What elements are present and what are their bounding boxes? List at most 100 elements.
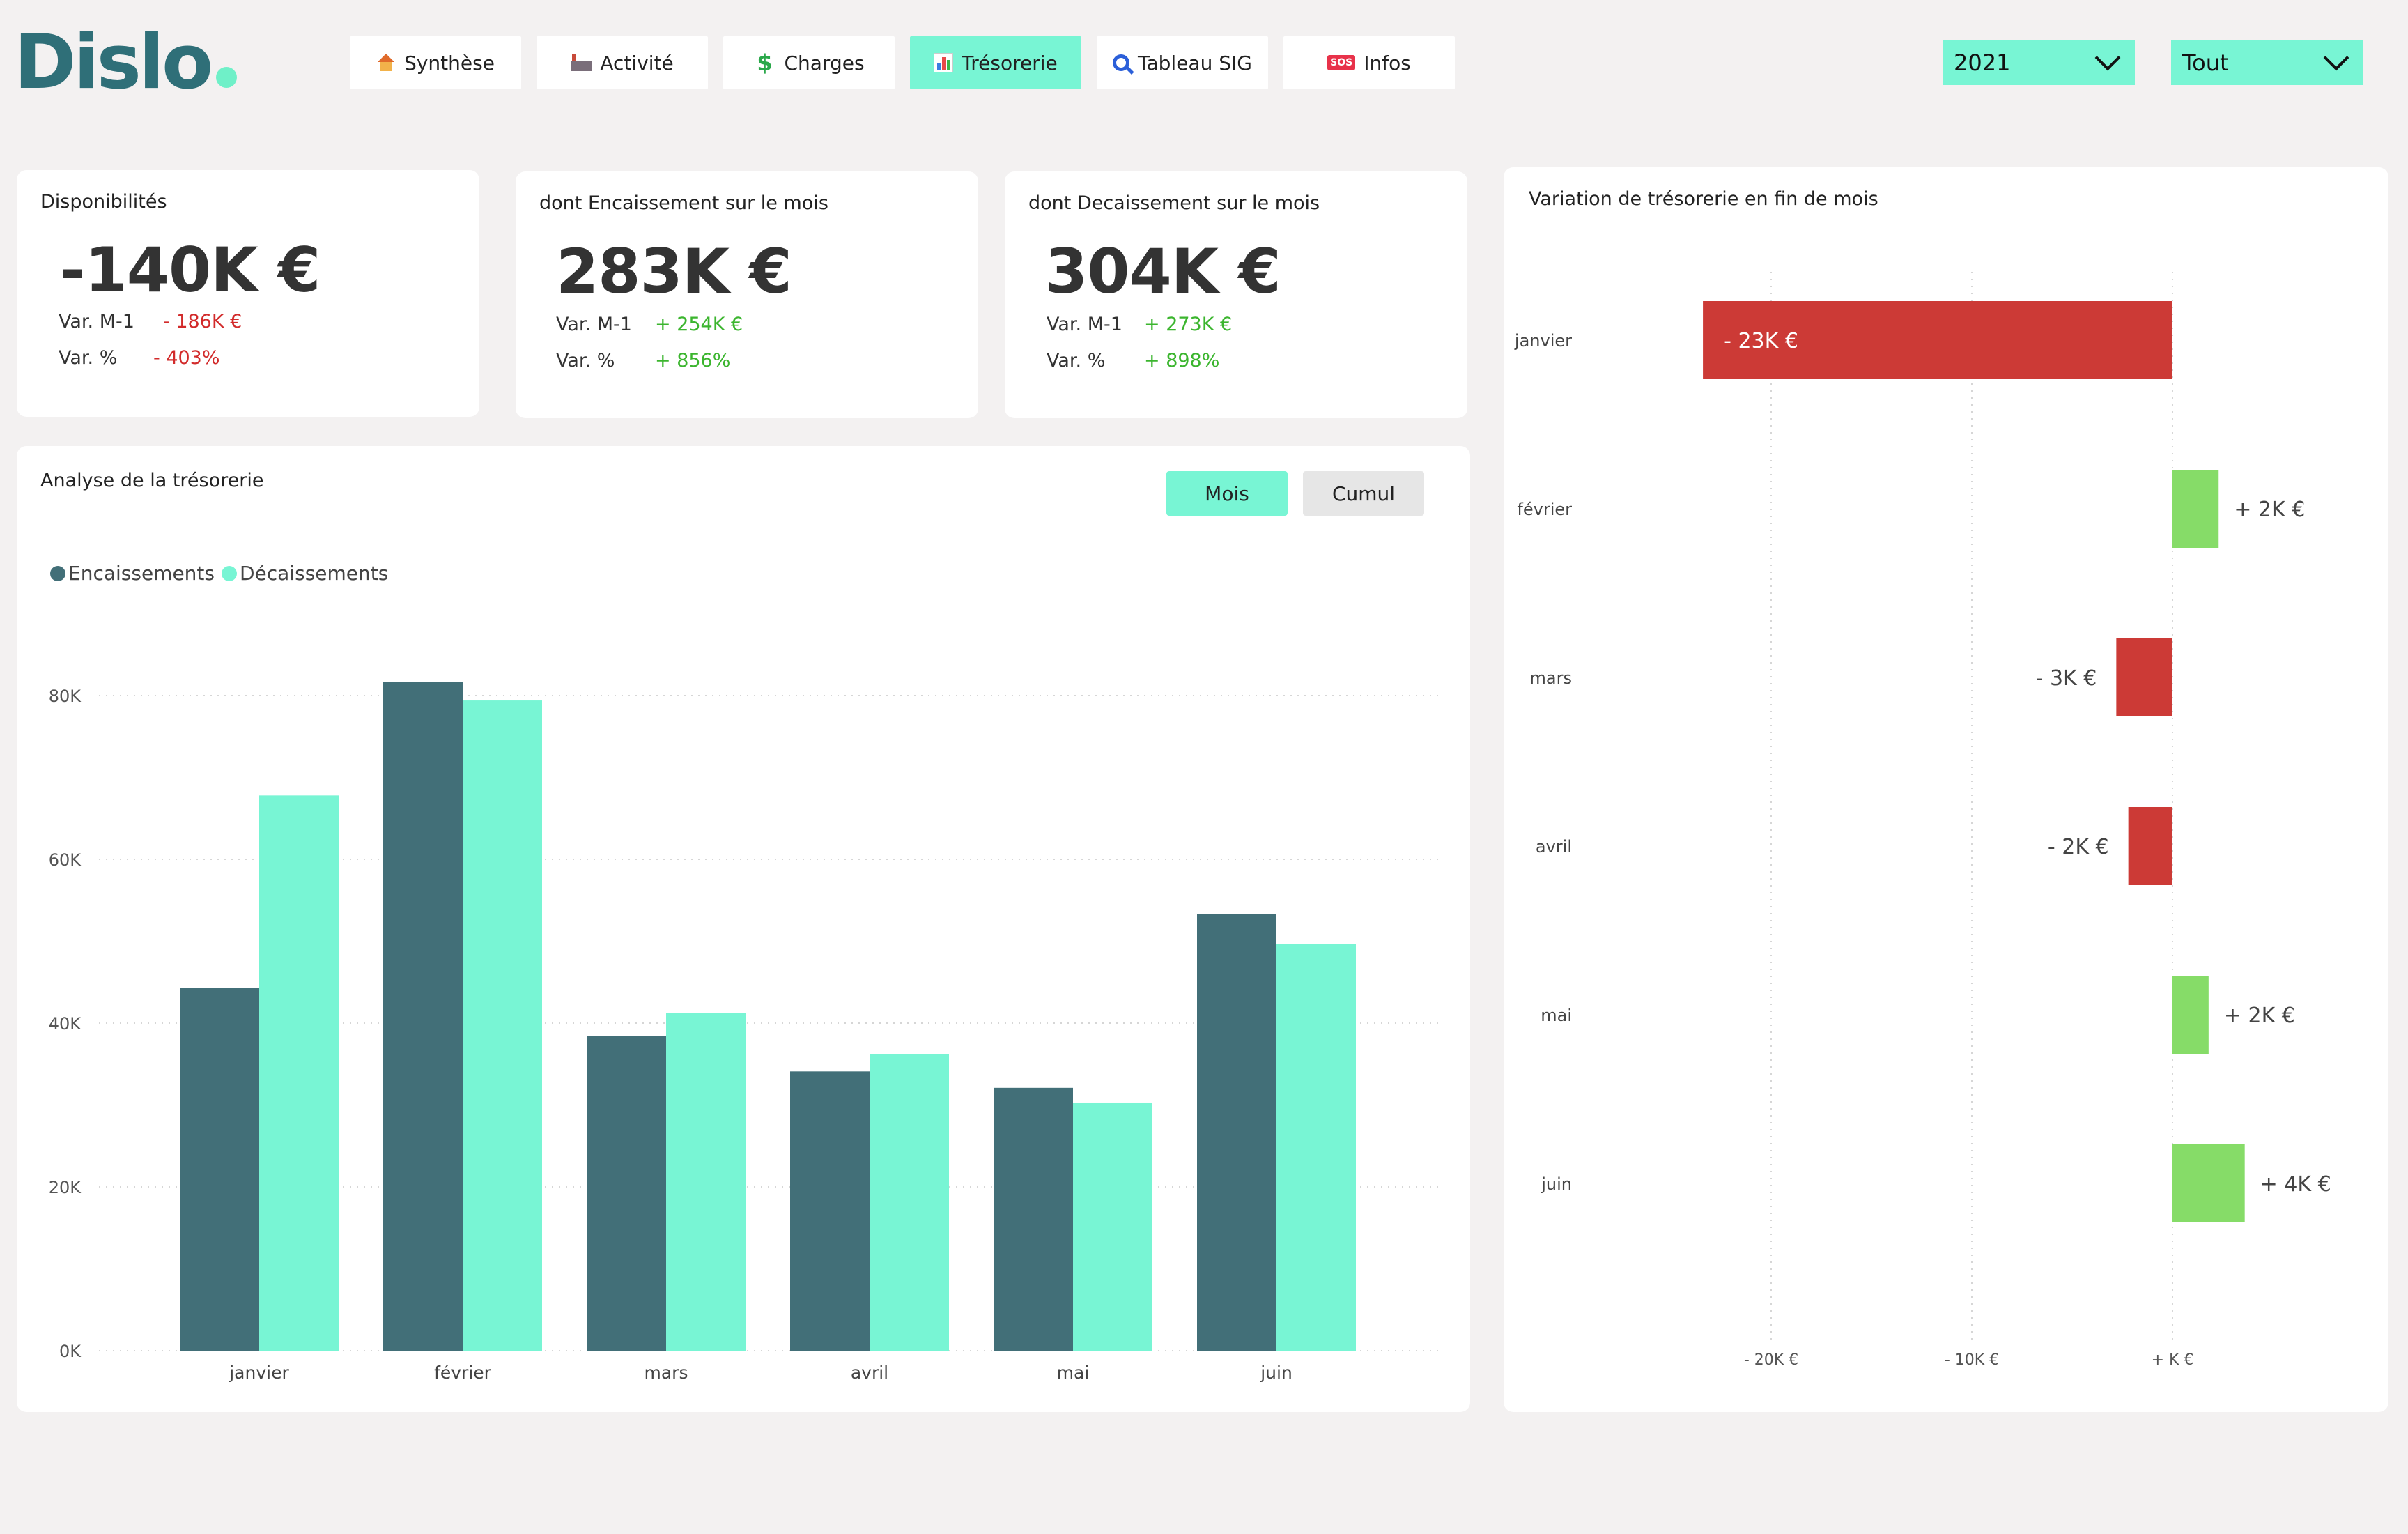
y-tick-label: 80K bbox=[49, 687, 82, 706]
logo-dot-icon bbox=[216, 67, 238, 88]
variation-bar[interactable] bbox=[2172, 1144, 2245, 1222]
house-icon bbox=[376, 54, 396, 72]
cash-analysis-chart: 0K 20K 40K 60K 80K janvier février mars avril mai… bbox=[49, 682, 1442, 1383]
variation-title: Variation de trésorerie en fin de mois bbox=[1529, 188, 1878, 210]
tab-activite-label: Activité bbox=[600, 51, 674, 75]
bar-encaissements[interactable] bbox=[180, 988, 259, 1351]
kpi-var-pct-label: Var. % bbox=[1047, 350, 1106, 371]
bar-encaissements[interactable] bbox=[587, 1036, 666, 1351]
y-tick-label: avril bbox=[1536, 837, 1572, 857]
analysis-legend: Encaissements Décaissements bbox=[50, 562, 388, 585]
bar-encaissements[interactable] bbox=[994, 1087, 1073, 1351]
data-label: + 4K € bbox=[2260, 1172, 2331, 1197]
bar-encaissements[interactable] bbox=[1197, 914, 1276, 1351]
x-tick-label: mars bbox=[645, 1363, 688, 1383]
y-tick-label: 60K bbox=[49, 850, 82, 870]
tab-synthese-label: Synthèse bbox=[404, 51, 495, 75]
kpi-var-pct-value: - 403% bbox=[153, 347, 220, 369]
y-tick-label: 40K bbox=[49, 1014, 82, 1034]
tab-synthese[interactable]: Synthèse bbox=[350, 36, 521, 89]
kpi-card-encaissement: dont Encaissement sur le mois 283K € Var… bbox=[516, 171, 978, 418]
legend-label-decaissements: Décaissements bbox=[240, 562, 389, 585]
kpi-var-m1-value: + 254K € bbox=[655, 314, 743, 335]
kpi-var-pct-label: Var. % bbox=[59, 347, 118, 369]
factory-icon bbox=[571, 54, 592, 71]
legend-dot-encaissements bbox=[50, 565, 65, 581]
bar-encaissements[interactable] bbox=[383, 682, 463, 1351]
toggle-mois-button[interactable]: Mois bbox=[1166, 471, 1288, 516]
logo-text: Dislo bbox=[14, 19, 213, 106]
bar-decaissements[interactable] bbox=[259, 795, 339, 1351]
tab-charges-label: Charges bbox=[784, 51, 865, 75]
x-tick-label: avril bbox=[851, 1363, 888, 1383]
data-label: - 23K € bbox=[1724, 329, 1798, 353]
x-tick-label: mai bbox=[1057, 1363, 1090, 1383]
chevron-down-icon bbox=[2323, 45, 2349, 71]
variation-bar[interactable] bbox=[2172, 470, 2219, 548]
bar-decaissements[interactable] bbox=[666, 1013, 746, 1351]
tab-charges[interactable]: $ Charges bbox=[723, 36, 895, 89]
data-label: + 2K € bbox=[2224, 1004, 2295, 1028]
kpi-var-m1-label: Var. M-1 bbox=[59, 311, 134, 332]
year-dropdown-value: 2021 bbox=[1954, 49, 2011, 76]
dollar-icon: $ bbox=[757, 49, 773, 76]
kpi-title: Disponibilités bbox=[40, 191, 167, 213]
bar-decaissements[interactable] bbox=[1073, 1102, 1152, 1351]
bar-chart-icon bbox=[934, 53, 954, 72]
y-tick-label: juin bbox=[1541, 1174, 1572, 1194]
kpi-var-pct-label: Var. % bbox=[556, 350, 615, 371]
year-dropdown[interactable]: 2021 bbox=[1943, 40, 2135, 85]
x-tick-label: - 20K € bbox=[1744, 1351, 1798, 1369]
variation-bar[interactable] bbox=[2128, 807, 2172, 885]
tab-activite[interactable]: Activité bbox=[537, 36, 708, 89]
x-tick-label: + K € bbox=[2152, 1351, 2194, 1369]
data-label: - 2K € bbox=[2048, 835, 2109, 859]
legend-dot-decaissements bbox=[222, 565, 237, 581]
variation-bar[interactable] bbox=[1703, 301, 2172, 379]
data-label: + 2K € bbox=[2234, 498, 2305, 522]
tab-infos-label: Infos bbox=[1364, 51, 1411, 75]
kpi-var-pct-value: + 856% bbox=[655, 350, 731, 371]
kpi-value: 283K € bbox=[556, 236, 792, 307]
y-tick-label: 20K bbox=[49, 1178, 82, 1197]
kpi-var-m1-value: + 273K € bbox=[1144, 314, 1233, 335]
legend-label-encaissements: Encaissements bbox=[68, 562, 215, 585]
tab-tableau-sig-label: Tableau SIG bbox=[1138, 51, 1252, 75]
kpi-var-m1-label: Var. M-1 bbox=[556, 314, 632, 335]
toggle-cumul-button[interactable]: Cumul bbox=[1303, 471, 1424, 516]
bar-decaissements[interactable] bbox=[870, 1054, 949, 1351]
variation-bar[interactable] bbox=[2172, 976, 2209, 1054]
sos-icon: SOS bbox=[1327, 55, 1356, 70]
scope-dropdown-value: Tout bbox=[2182, 49, 2229, 76]
bar-decaissements[interactable] bbox=[463, 700, 542, 1351]
y-tick-label: 0K bbox=[59, 1342, 82, 1361]
y-tick-label: mars bbox=[1530, 668, 1572, 688]
variation-bar[interactable] bbox=[2116, 638, 2172, 716]
x-tick-label: février bbox=[434, 1363, 492, 1383]
tab-tresorerie[interactable]: Trésorerie bbox=[910, 36, 1081, 89]
y-tick-label: mai bbox=[1541, 1006, 1572, 1025]
magnifier-icon bbox=[1113, 54, 1130, 71]
tab-tableau-sig[interactable]: Tableau SIG bbox=[1097, 36, 1268, 89]
tab-infos[interactable]: SOS Infos bbox=[1283, 36, 1455, 89]
kpi-var-m1-label: Var. M-1 bbox=[1047, 314, 1122, 335]
y-tick-label: février bbox=[1517, 500, 1572, 519]
logo: Dislo bbox=[14, 19, 238, 106]
kpi-card-decaissement: dont Decaissement sur le mois 304K € Var… bbox=[1005, 171, 1467, 418]
x-tick-label: janvier bbox=[229, 1363, 289, 1383]
scope-dropdown[interactable]: Tout bbox=[2171, 40, 2363, 85]
tab-tresorerie-label: Trésorerie bbox=[962, 51, 1058, 75]
kpi-card-disponibilites: Disponibilités -140K € Var. M-1 - 186K €… bbox=[17, 170, 479, 417]
analysis-title: Analyse de la trésorerie bbox=[40, 470, 264, 491]
kpi-title: dont Decaissement sur le mois bbox=[1028, 192, 1320, 214]
bar-decaissements[interactable] bbox=[1276, 944, 1356, 1351]
kpi-var-m1-value: - 186K € bbox=[163, 311, 242, 332]
cash-variation-chart: - 20K € - 10K € + K € janvier - 23K € février… bbox=[1514, 272, 2331, 1369]
x-tick-label: juin bbox=[1260, 1363, 1292, 1383]
kpi-value: 304K € bbox=[1045, 236, 1281, 307]
kpi-title: dont Encaissement sur le mois bbox=[539, 192, 828, 214]
data-label: - 3K € bbox=[2036, 666, 2097, 691]
bar-encaissements[interactable] bbox=[790, 1071, 870, 1351]
kpi-value: -140K € bbox=[60, 234, 321, 306]
x-tick-label: - 10K € bbox=[1945, 1351, 1999, 1369]
